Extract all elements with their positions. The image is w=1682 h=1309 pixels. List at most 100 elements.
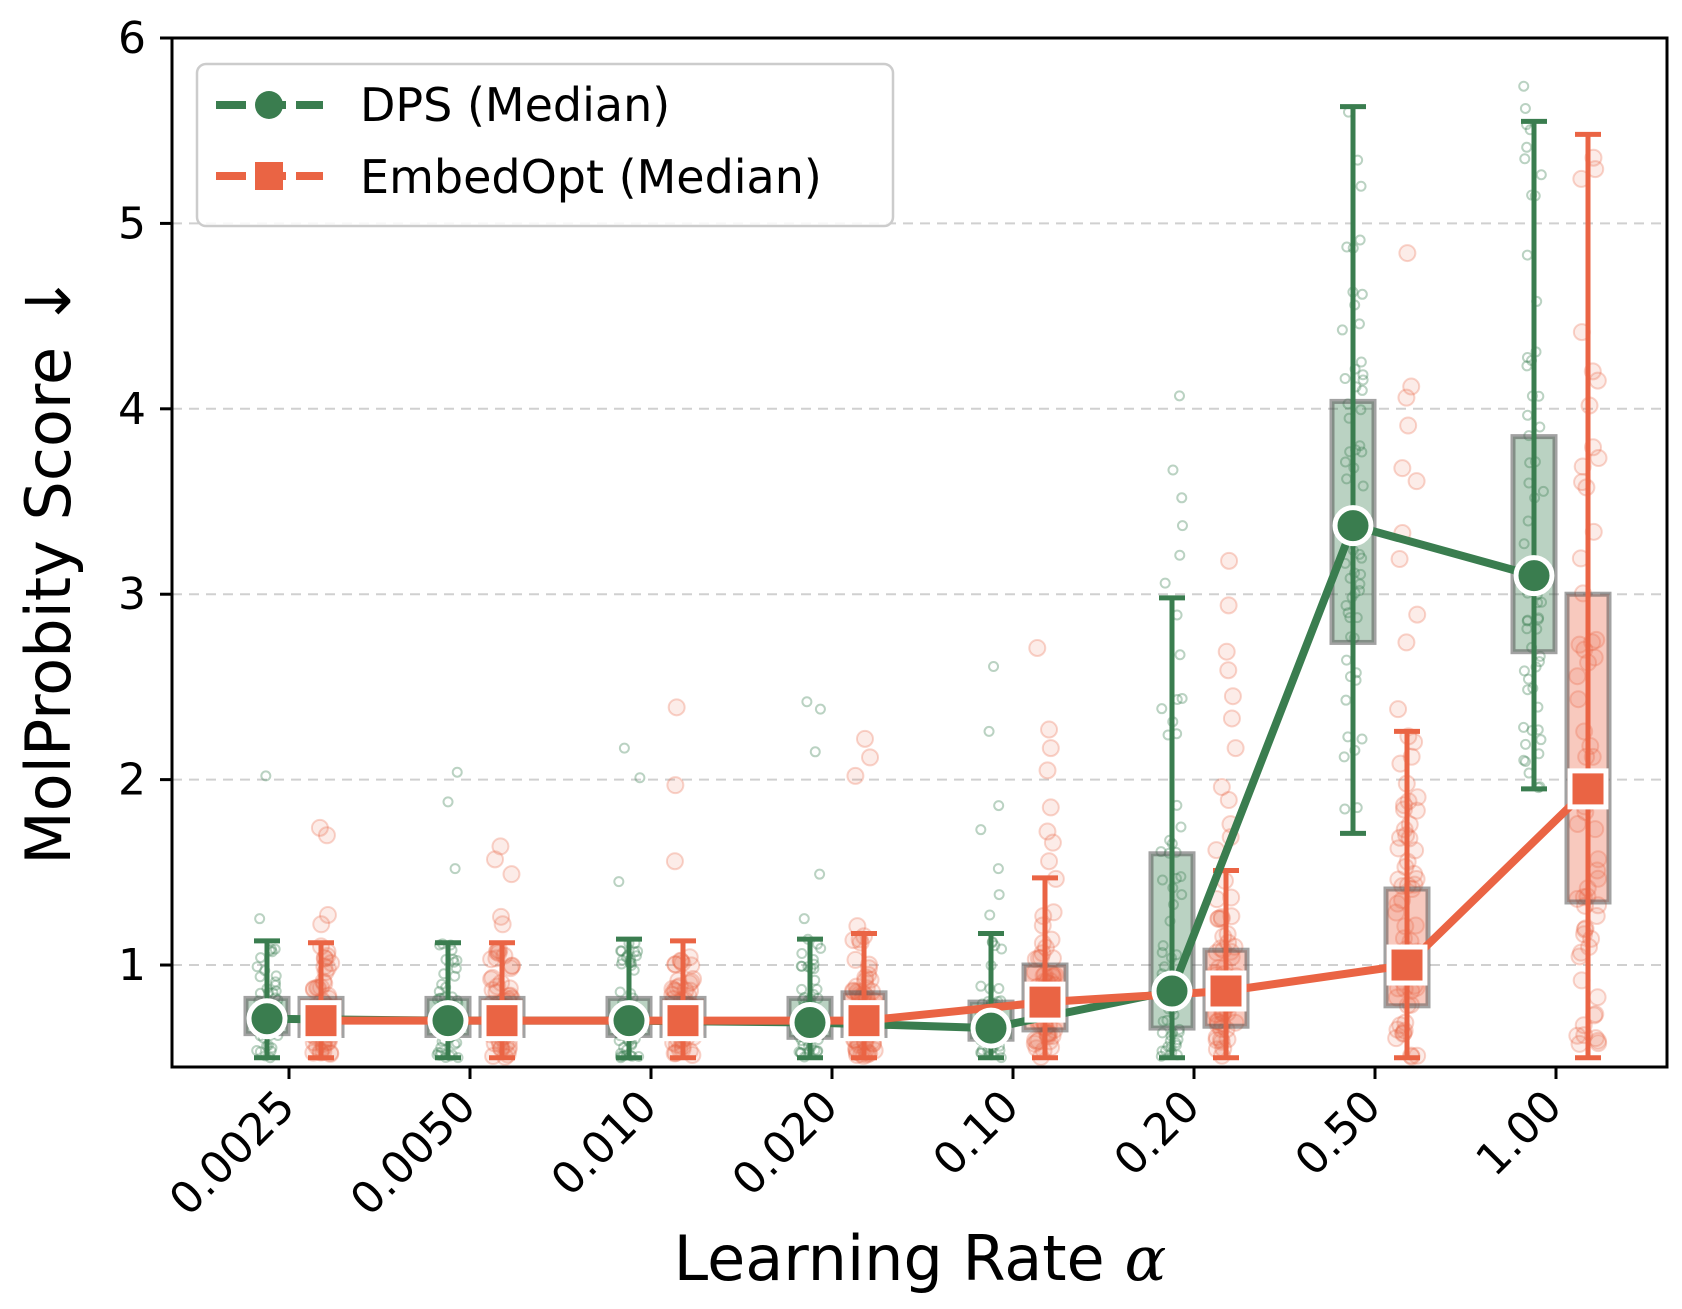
strip-point-dps-1.00 — [1518, 538, 1530, 550]
legend-dps-label: DPS (Median) — [360, 78, 670, 132]
strip-point-dps-0.50 — [1339, 803, 1351, 815]
strip-point-embedopt-0.20 — [1220, 551, 1239, 570]
strip-point-embedopt-0.010 — [666, 776, 685, 795]
x-tick-label-0.50: 0.50 — [1285, 1081, 1390, 1186]
series-embedopt — [297, 131, 1612, 1067]
strip-point-dps-0.20 — [1176, 692, 1188, 704]
median-marker-dps-0.020 — [789, 1002, 831, 1044]
strip-point-dps-0.50 — [1357, 374, 1369, 386]
strip-point-dps-0.0025 — [270, 970, 282, 982]
x-tick-label-1.00: 1.00 — [1466, 1081, 1571, 1186]
strip-point-embedopt-0.0025 — [318, 905, 337, 924]
median-marker-embedopt-1.00 — [1567, 768, 1609, 810]
strip-point-embedopt-0.010 — [683, 1046, 702, 1065]
strip-point-dps-1.00 — [1536, 596, 1548, 608]
strip-point-dps-0.50 — [1338, 751, 1350, 763]
strip-point-embedopt-0.20 — [1212, 778, 1231, 797]
strip-point-dps-0.0025 — [260, 770, 272, 782]
x-axis-alpha-symbol: α — [1124, 1222, 1166, 1295]
strip-point-embedopt-0.50 — [1407, 472, 1426, 491]
strip-point-dps-0.50 — [1353, 318, 1365, 330]
strip-point-embedopt-0.50 — [1390, 549, 1409, 568]
y-tick-label-2: 2 — [118, 755, 146, 806]
strip-point-dps-0.20 — [1158, 961, 1170, 973]
median-marker-embedopt-0.50 — [1386, 944, 1428, 986]
strip-point-embedopt-0.20 — [1226, 739, 1245, 758]
strip-point-dps-0.020 — [812, 1045, 824, 1057]
strip-point-dps-0.20 — [1175, 871, 1187, 883]
strip-point-dps-0.50 — [1355, 180, 1367, 192]
strip-point-embedopt-0.10 — [1040, 852, 1059, 871]
strip-point-dps-0.50 — [1356, 288, 1368, 300]
legend-frame — [195, 62, 895, 228]
strip-point-dps-0.50 — [1340, 694, 1352, 706]
strip-point-dps-0.10 — [996, 943, 1008, 955]
x-axis-label-text: Learning Rate — [674, 1222, 1105, 1295]
median-marker-embedopt-0.020 — [843, 1000, 885, 1042]
strip-point-dps-1.00 — [1518, 665, 1530, 677]
median-marker-dps-0.010 — [608, 1000, 650, 1042]
strip-point-embedopt-0.0025 — [310, 818, 329, 837]
strip-point-dps-0.10 — [993, 889, 1005, 901]
strip-point-dps-0.50 — [1355, 356, 1367, 368]
strip-point-embedopt-0.10 — [1044, 903, 1063, 922]
strip-point-embedopt-0.0025 — [312, 915, 331, 934]
strip-point-dps-0.10 — [975, 980, 987, 992]
legend-dps-marker — [255, 91, 283, 119]
strip-point-dps-0.0025 — [270, 985, 282, 997]
strip-point-dps-0.0025 — [269, 943, 281, 955]
strip-point-dps-1.00 — [1534, 421, 1546, 433]
strip-point-embedopt-1.00 — [1568, 1026, 1587, 1045]
strip-point-embedopt-0.0025 — [317, 826, 336, 845]
strip-point-dps-0.0025 — [254, 971, 266, 983]
strip-point-dps-0.020 — [796, 960, 808, 972]
strip-point-dps-0.10 — [988, 661, 1000, 673]
strip-point-embedopt-0.0050 — [502, 865, 521, 884]
strip-point-dps-0.020 — [795, 960, 807, 972]
strip-point-embedopt-1.00 — [1570, 1034, 1589, 1053]
strip-point-embedopt-0.10 — [1043, 833, 1062, 852]
median-line-embedopt — [321, 786, 1591, 1025]
strip-point-dps-0.0050 — [451, 954, 463, 966]
strip-point-dps-0.020 — [801, 696, 813, 708]
strip-point-embedopt-0.50 — [1394, 800, 1413, 819]
series-dps — [243, 80, 1558, 1064]
strip-point-dps-0.10 — [984, 909, 996, 921]
strip-point-dps-0.20 — [1156, 874, 1168, 886]
strip-point-embedopt-0.0050 — [482, 970, 501, 989]
strip-point-dps-0.20 — [1167, 464, 1179, 476]
strip-point-dps-0.0025 — [270, 979, 282, 991]
strip-point-dps-1.00 — [1518, 721, 1530, 733]
strip-point-embedopt-0.50 — [1397, 633, 1416, 652]
strip-point-embedopt-0.010 — [682, 956, 701, 975]
strip-point-dps-1.00 — [1520, 738, 1532, 750]
strip-point-dps-0.010 — [632, 945, 644, 957]
strip-point-embedopt-0.020 — [861, 748, 880, 767]
strip-point-dps-0.0050 — [442, 796, 454, 808]
strip-point-embedopt-0.20 — [1219, 791, 1238, 810]
strip-point-dps-1.00 — [1518, 754, 1530, 766]
strip-point-dps-0.20 — [1156, 703, 1168, 715]
strip-point-dps-0.20 — [1157, 940, 1169, 952]
strip-point-dps-1.00 — [1535, 734, 1547, 746]
strip-point-embedopt-0.0050 — [482, 950, 501, 969]
strip-point-embedopt-0.20 — [1219, 596, 1238, 615]
y-tick-label-1: 1 — [118, 940, 146, 991]
median-marker-dps-1.00 — [1513, 555, 1555, 597]
strip-point-dps-0.020 — [798, 913, 810, 925]
strip-point-embedopt-0.10 — [1028, 638, 1047, 657]
median-marker-dps-0.50 — [1332, 505, 1374, 547]
strip-point-dps-1.00 — [1522, 409, 1534, 421]
x-tick-label-0.0025: 0.0025 — [160, 1081, 305, 1226]
strip-point-embedopt-0.50 — [1398, 244, 1417, 263]
strip-point-dps-0.50 — [1356, 552, 1368, 564]
strip-point-dps-0.10 — [975, 824, 987, 836]
strip-point-embedopt-0.10 — [1038, 822, 1057, 841]
strip-point-embedopt-0.10 — [1041, 739, 1060, 758]
strip-point-dps-0.0025 — [269, 976, 281, 988]
strip-point-embedopt-0.020 — [846, 766, 865, 785]
strip-point-embedopt-0.010 — [667, 698, 686, 717]
median-marker-embedopt-0.20 — [1205, 970, 1247, 1012]
strip-point-dps-0.0025 — [251, 961, 263, 973]
